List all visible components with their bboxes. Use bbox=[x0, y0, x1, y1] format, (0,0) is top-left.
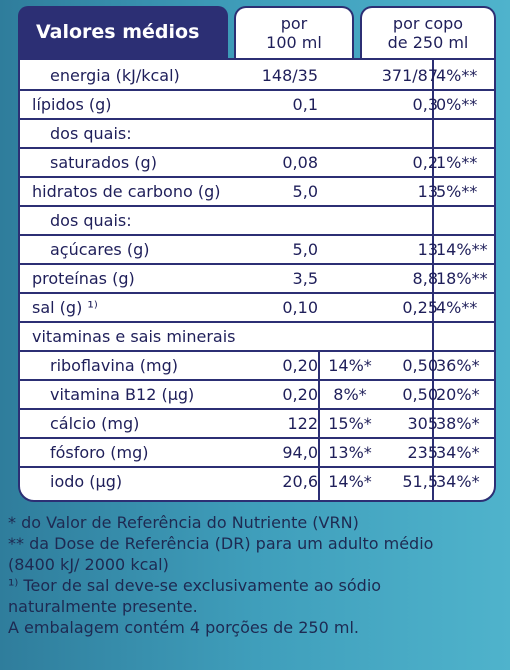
reference-percent-per-cup: 14%** bbox=[436, 240, 488, 259]
nutrient-label: vitaminas e sais minerais bbox=[32, 327, 236, 346]
vrn-percent-per-100ml: 14%* bbox=[328, 356, 372, 375]
table-row: fósforo (mg) 94,0 13%* 235 34%* bbox=[20, 439, 494, 468]
nutrient-label: energia (kJ/kcal) bbox=[50, 66, 180, 85]
nutrient-label: saturados (g) bbox=[50, 153, 157, 172]
table-row: saturados (g) 0,08 0,2 1%** bbox=[20, 149, 494, 178]
value-per-100ml: 0,20 bbox=[282, 356, 318, 375]
reference-percent-per-cup: 38%* bbox=[436, 414, 480, 433]
reference-percent-per-cup: 5%** bbox=[436, 182, 478, 201]
value-per-100ml: 20,6 bbox=[282, 472, 318, 491]
table-row: energia (kJ/kcal) 148/35 371/87 4%** bbox=[20, 62, 494, 91]
value-per-cup: 371/87 bbox=[381, 66, 438, 85]
footnote-line: * do Valor de Referência do Nutriente (V… bbox=[8, 513, 359, 532]
reference-percent-per-cup: 0%** bbox=[436, 95, 478, 114]
footnotes: * do Valor de Referência do Nutriente (V… bbox=[8, 512, 502, 638]
footnote-line: ¹⁾ Teor de sal deve-se exclusivamente ao… bbox=[8, 576, 382, 595]
footnote-line: (8400 kJ/ 2000 kcal) bbox=[8, 555, 169, 574]
value-per-cup: 51,5 bbox=[402, 472, 438, 491]
nutrient-label: sal (g) ¹⁾ bbox=[32, 298, 98, 317]
value-per-100ml: 3,5 bbox=[292, 269, 318, 288]
reference-percent-per-cup: 34%* bbox=[436, 443, 480, 462]
nutrient-label: vitamina B12 (µg) bbox=[50, 385, 195, 404]
table-row: hidratos de carbono (g) 5,0 13 5%** bbox=[20, 178, 494, 207]
table-row: dos quais: bbox=[20, 207, 494, 236]
table-row: cálcio (mg) 122 15%* 305 38%* bbox=[20, 410, 494, 439]
table-row: dos quais: bbox=[20, 120, 494, 149]
table-row: vitamina B12 (µg) 0,20 8%* 0,50 20%* bbox=[20, 381, 494, 410]
footnote-line: ** da Dose de Referência (DR) para um ad… bbox=[8, 534, 434, 553]
value-per-cup: 0,2 bbox=[412, 153, 438, 172]
value-per-cup: 13 bbox=[417, 240, 438, 259]
reference-percent-per-cup: 20%* bbox=[436, 385, 480, 404]
table-row: lípidos (g) 0,1 0,3 0%** bbox=[20, 91, 494, 120]
nutrient-label: hidratos de carbono (g) bbox=[32, 182, 221, 201]
value-per-100ml: 0,1 bbox=[292, 95, 318, 114]
vrn-percent-per-100ml: 15%* bbox=[328, 414, 372, 433]
table-row: riboflavina (mg) 0,20 14%* 0,50 36%* bbox=[20, 352, 494, 381]
column-header-per-100ml: por 100 ml bbox=[234, 6, 354, 58]
value-per-100ml: 0,10 bbox=[282, 298, 318, 317]
reference-percent-per-cup: 18%** bbox=[436, 269, 488, 288]
value-per-100ml: 94,0 bbox=[282, 443, 318, 462]
table-row: açúcares (g) 5,0 13 14%** bbox=[20, 236, 494, 265]
column-divider bbox=[318, 350, 320, 500]
column-divider bbox=[432, 350, 434, 500]
column-header-line: 100 ml bbox=[266, 33, 322, 52]
table-title: Valores médios bbox=[18, 6, 228, 58]
nutrient-label: lípidos (g) bbox=[32, 95, 112, 114]
column-header-per-cup: por copo de 250 ml bbox=[360, 6, 496, 58]
table-row: iodo (µg) 20,6 14%* 51,5 34%* bbox=[20, 468, 494, 497]
column-header-line: de 250 ml bbox=[387, 33, 469, 52]
nutrient-label: proteínas (g) bbox=[32, 269, 135, 288]
value-per-100ml: 5,0 bbox=[292, 240, 318, 259]
nutrient-label: iodo (µg) bbox=[50, 472, 123, 491]
value-per-cup: 305 bbox=[407, 414, 438, 433]
vrn-percent-per-100ml: 14%* bbox=[328, 472, 372, 491]
value-per-cup: 13 bbox=[417, 182, 438, 201]
value-per-100ml: 5,0 bbox=[292, 182, 318, 201]
reference-percent-per-cup: 4%** bbox=[436, 298, 478, 317]
value-per-cup: 0,3 bbox=[412, 95, 438, 114]
vrn-percent-per-100ml: 8%* bbox=[333, 385, 367, 404]
nutrition-table: energia (kJ/kcal) 148/35 371/87 4%** lípidos… bbox=[18, 58, 496, 502]
reference-percent-per-cup: 1%** bbox=[436, 153, 478, 172]
nutrient-label: cálcio (mg) bbox=[50, 414, 140, 433]
value-per-100ml: 122 bbox=[287, 414, 318, 433]
table-row: vitaminas e sais minerais bbox=[20, 323, 494, 352]
footnote-line: A embalagem contém 4 porções de 250 ml. bbox=[8, 618, 359, 637]
reference-percent-per-cup: 36%* bbox=[436, 356, 480, 375]
table-row: proteínas (g) 3,5 8,8 18%** bbox=[20, 265, 494, 294]
footnote-line: naturalmente presente. bbox=[8, 597, 198, 616]
value-per-cup: 8,8 bbox=[412, 269, 438, 288]
nutrient-label: dos quais: bbox=[50, 211, 132, 230]
reference-percent-per-cup: 4%** bbox=[436, 66, 478, 85]
nutrient-label: dos quais: bbox=[50, 124, 132, 143]
nutrient-label: açúcares (g) bbox=[50, 240, 150, 259]
value-per-100ml: 0,20 bbox=[282, 385, 318, 404]
vrn-percent-per-100ml: 13%* bbox=[328, 443, 372, 462]
reference-percent-per-cup: 34%* bbox=[436, 472, 480, 491]
nutrient-label: riboflavina (mg) bbox=[50, 356, 179, 375]
value-per-100ml: 148/35 bbox=[261, 66, 318, 85]
nutrient-label: fósforo (mg) bbox=[50, 443, 149, 462]
table-row: sal (g) ¹⁾ 0,10 0,25 4%** bbox=[20, 294, 494, 323]
column-header-line: por bbox=[280, 14, 308, 33]
column-header-line: por copo bbox=[392, 14, 464, 33]
value-per-cup: 0,50 bbox=[402, 385, 438, 404]
value-per-cup: 0,25 bbox=[402, 298, 438, 317]
value-per-cup: 235 bbox=[407, 443, 438, 462]
value-per-100ml: 0,08 bbox=[282, 153, 318, 172]
value-per-cup: 0,50 bbox=[402, 356, 438, 375]
